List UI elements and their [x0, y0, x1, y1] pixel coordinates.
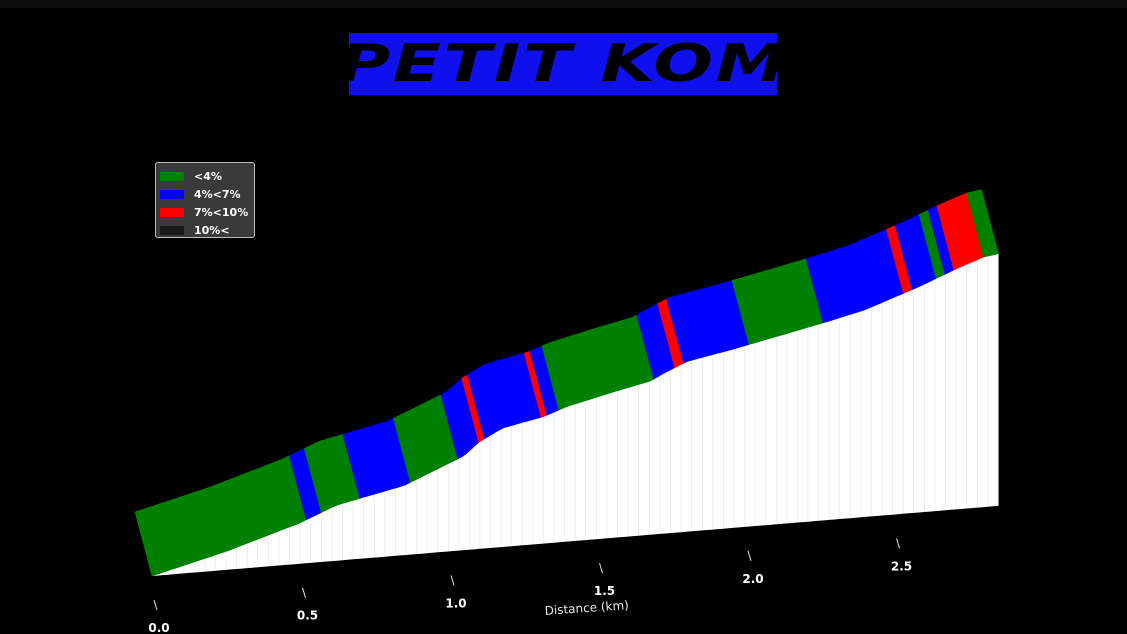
legend-label: <4% — [194, 169, 222, 183]
legend-swatch-blue — [160, 189, 184, 199]
legend-swatch-green — [160, 171, 184, 181]
profile-front-face — [152, 253, 999, 576]
legend-label: 10%< — [194, 223, 230, 237]
legend-item: 4%<7% — [160, 185, 254, 203]
x-tick-label: 0.5 — [297, 609, 318, 623]
top-bar — [0, 0, 1127, 8]
legend-swatch-red — [160, 207, 184, 217]
x-axis-label: Distance (km) — [544, 598, 629, 618]
legend: <4% 4%<7% 7%<10% 10%< — [155, 162, 255, 238]
title-banner: PETIT KOM — [338, 33, 785, 95]
x-tick-mark — [896, 538, 900, 549]
x-tick-label: 1.5 — [594, 584, 615, 598]
x-tick-label: 0.0 — [148, 621, 169, 634]
x-tick-label: 1.0 — [445, 596, 466, 610]
legend-label: 7%<10% — [194, 205, 249, 219]
x-tick-label: 2.5 — [891, 560, 912, 574]
x-tick-mark — [153, 599, 158, 611]
chart-title: PETIT KOM — [338, 34, 788, 94]
x-tick-label: 2.0 — [742, 572, 763, 586]
gradient-segment — [966, 189, 999, 258]
x-tick-mark — [450, 575, 455, 586]
legend-item: 7%<10% — [160, 203, 254, 221]
legend-label: 4%<7% — [194, 187, 241, 201]
legend-item: 10%< — [160, 221, 254, 239]
x-tick-mark — [302, 587, 306, 598]
gradient-ribbon — [134, 189, 999, 577]
x-tick-mark — [599, 562, 603, 574]
legend-swatch-dark — [160, 225, 184, 235]
legend-item: <4% — [160, 167, 254, 185]
x-tick-mark — [747, 550, 752, 561]
x-axis-ticks: 0.0 0.5 1.0 1.5 2.0 2.5 — [148, 538, 912, 634]
